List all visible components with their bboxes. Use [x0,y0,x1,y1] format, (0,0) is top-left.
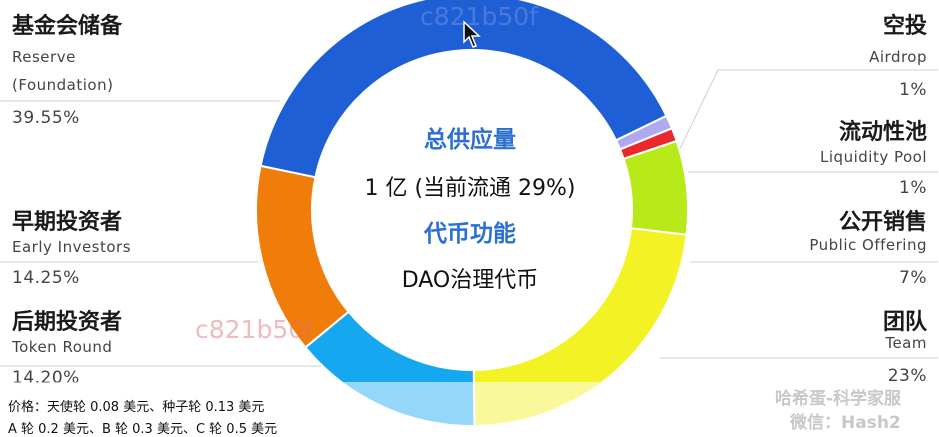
center-title-supply: 总供应量 [424,127,516,153]
leader-lines [0,69,938,367]
reserve-label-cn: 基金会储备 [12,14,123,39]
team-pct: 23% [887,366,927,386]
center-supply-value: 1 亿 (当前流通 29%) [364,176,576,201]
token-round-label-en: Token Round [12,338,113,356]
leader-line-airdrop [675,69,938,158]
token-round-label-cn: 后期投资者 [12,310,123,335]
reserve-label-en-sub: (Foundation) [12,76,114,94]
bottom-overlay [0,382,939,436]
early-pct: 14.25% [12,268,80,288]
channel-watermark-line1: 哈希蛋-科学家服 [775,389,902,409]
public-pct: 7% [899,268,927,288]
donut-slice-0 [259,0,668,179]
public-label-cn: 公开销售 [838,210,927,235]
channel-watermark-line2: 微信：Hash2 [790,413,901,433]
team-label-cn: 团队 [882,310,927,335]
liquidity-label-cn: 流动性池 [838,120,927,145]
airdrop-label-en: Airdrop [869,48,927,66]
mouse-cursor-icon [463,20,481,48]
reserve-pct: 39.55% [12,108,80,128]
airdrop-label-cn: 空投 [882,14,927,39]
watermark-top: c821b50f [420,2,538,31]
price-note-line2: A 轮 0.2 美元、B 轮 0.3 美元、C 轮 0.5 美元 [8,422,278,437]
liquidity-label-en: Liquidity Pool [820,148,927,166]
watermark-bottom: c821b50f [195,315,313,344]
early-label-cn: 早期投资者 [12,210,123,235]
center-title-function: 代币功能 [424,221,516,247]
donut-slice-6 [255,164,350,349]
public-label-en: Public Offering [809,236,927,254]
liquidity-pct: 1% [899,178,927,198]
reserve-label-en: Reserve [12,48,76,66]
team-label-en: Team [885,334,927,352]
donut-slice-3 [622,139,689,236]
donut-slices [255,0,689,427]
price-note-line1: 价格：天使轮 0.08 美元、种子轮 0.13 美元 [8,400,265,415]
center-function-value: DAO治理代币 [401,268,539,293]
airdrop-pct: 1% [899,80,927,100]
early-label-en: Early Investors [12,238,132,256]
